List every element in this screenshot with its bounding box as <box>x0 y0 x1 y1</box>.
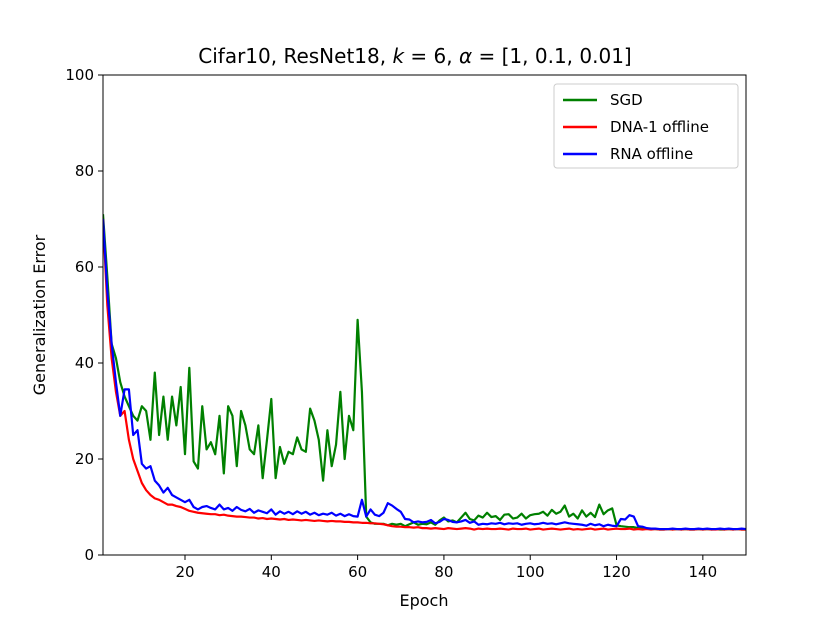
x-axis-label: Epoch <box>400 591 449 610</box>
y-tick-label: 0 <box>84 546 94 564</box>
title-k-symbol: k <box>392 44 405 68</box>
x-tick-label: 20 <box>175 563 194 581</box>
x-tick-label: 80 <box>434 563 453 581</box>
title-alpha-symbol: α <box>459 44 472 68</box>
title-alpha-value: = [1, 0.1, 0.01] <box>472 44 632 68</box>
x-axis-ticks: 20 40 60 80 100 120 140 <box>175 555 717 581</box>
legend-label-0: SGD <box>610 91 643 109</box>
y-axis-label: Generalization Error <box>30 234 49 395</box>
y-tick-label: 40 <box>75 354 94 372</box>
series-layer <box>103 214 746 531</box>
x-tick-label: 120 <box>602 563 631 581</box>
x-tick-label: 40 <box>262 563 281 581</box>
title-k-value: = 6, <box>404 44 459 68</box>
y-tick-label: 20 <box>75 450 94 468</box>
chart-title: Cifar10, ResNet18, k = 6, α = [1, 0.1, 0… <box>198 44 631 68</box>
series-line-0 <box>103 214 746 531</box>
legend-box <box>553 83 739 169</box>
series-line-1 <box>103 218 746 531</box>
y-tick-label: 60 <box>75 258 94 276</box>
plot-frame <box>102 74 747 556</box>
y-tick-label: 80 <box>75 162 94 180</box>
y-axis-ticks: 0 20 40 60 80 100 <box>65 66 103 564</box>
legend: SGD DNA-1 offline RNA offline <box>553 83 739 169</box>
legend-label-1: DNA-1 offline <box>610 118 709 136</box>
series-line-2 <box>103 218 746 531</box>
legend-label-2: RNA offline <box>610 145 693 163</box>
x-tick-label: 140 <box>689 563 718 581</box>
y-tick-label: 100 <box>65 66 94 84</box>
x-tick-label: 60 <box>348 563 367 581</box>
x-tick-label: 100 <box>516 563 545 581</box>
title-prefix: Cifar10, ResNet18, <box>198 44 392 68</box>
